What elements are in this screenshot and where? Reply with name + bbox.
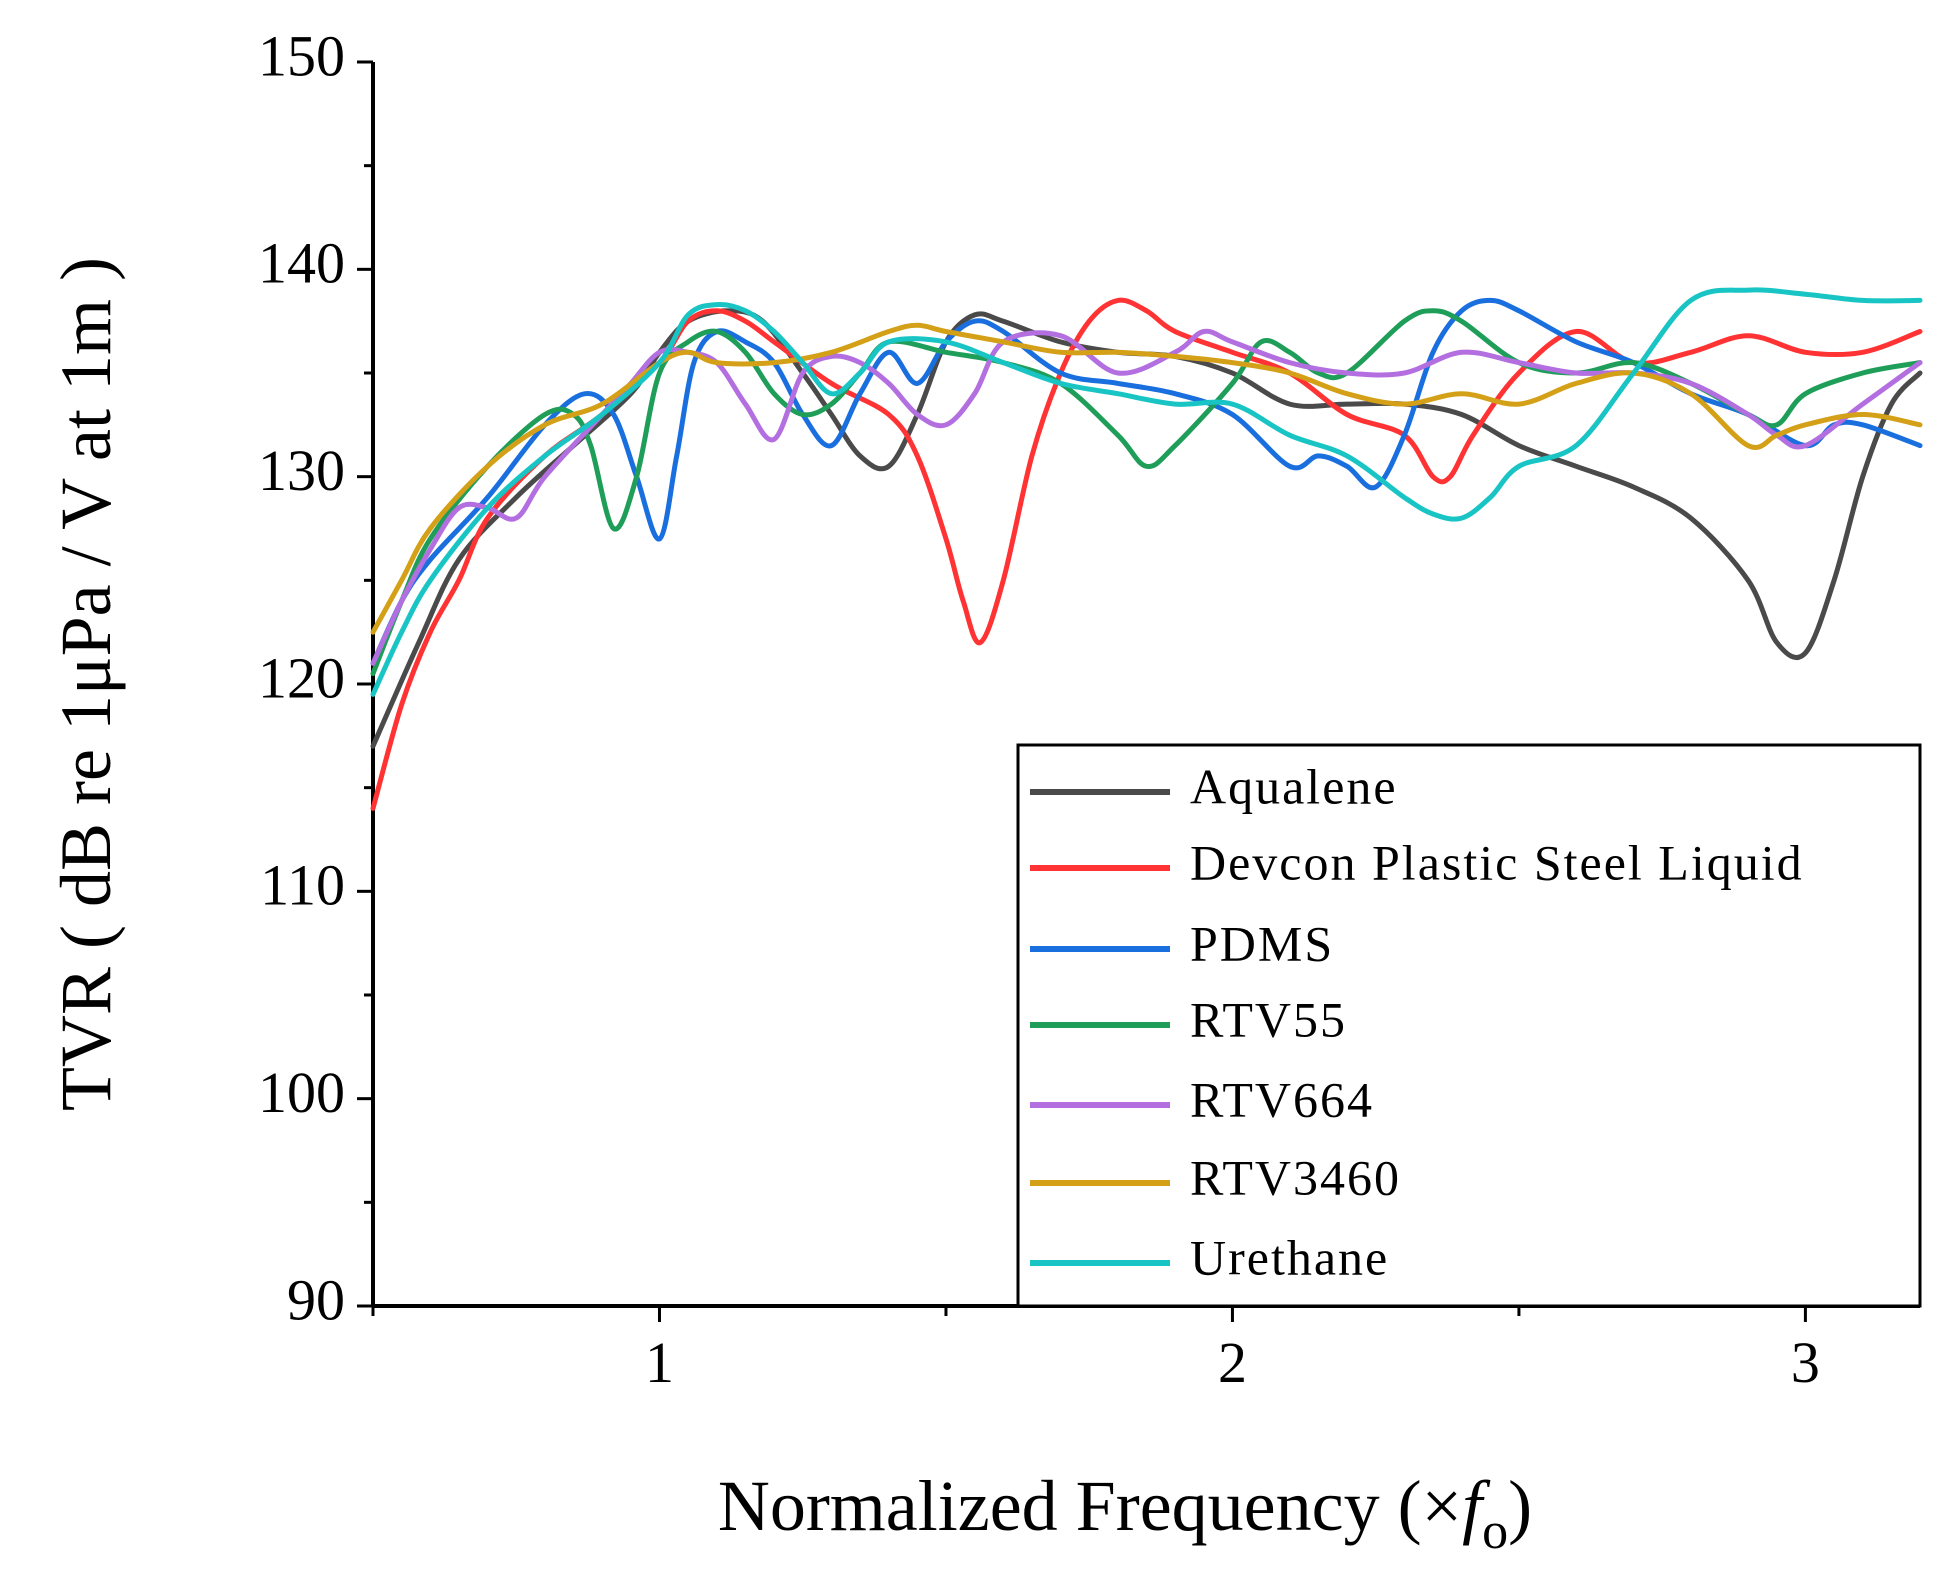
x-tick-label: 2 — [1218, 1330, 1247, 1395]
x-tick-labels: 1 2 3 — [645, 1330, 1820, 1395]
y-tick-label: 110 — [260, 853, 345, 918]
axis-ticks — [357, 60, 1807, 1322]
legend-label: RTV664 — [1190, 1071, 1374, 1127]
x-axis-title-close: ) — [1508, 1466, 1532, 1546]
y-tick-label: 140 — [258, 231, 345, 296]
x-axis-title-main: Normalized Frequency (× — [718, 1466, 1462, 1546]
legend-entry-rtv3460: RTV3460 — [1030, 1149, 1401, 1205]
legend-entry-rtv55: RTV55 — [1030, 991, 1347, 1047]
series-line-devcon-plastic-steel-liquid — [370, 297, 1923, 811]
y-tick-label: 100 — [258, 1060, 345, 1125]
legend-label: RTV55 — [1190, 991, 1347, 1047]
y-tick-label: 130 — [258, 438, 345, 503]
series-layer — [370, 287, 1923, 811]
legend: Aqualene Devcon Plastic Steel Liquid PDM… — [1016, 743, 1922, 1308]
y-tick-labels: 90 100 110 120 130 140 150 — [258, 23, 345, 1332]
y-tick-label: 90 — [287, 1267, 345, 1332]
x-axis-title-subscript: o — [1482, 1503, 1508, 1560]
legend-entry-aqualene: Aqualene — [1030, 758, 1398, 814]
y-axis-title: TVR ( dB re 1μPa / V at 1m ) — [46, 257, 126, 1111]
legend-label: Aqualene — [1190, 758, 1398, 814]
series-line-aqualene — [370, 308, 1923, 749]
legend-entry-devcon: Devcon Plastic Steel Liquid — [1030, 834, 1804, 890]
legend-entry-pdms: PDMS — [1030, 915, 1334, 971]
x-axis-title: Normalized Frequency (×fo) — [718, 1466, 1532, 1560]
legend-entry-urethane: Urethane — [1030, 1229, 1389, 1285]
legend-entry-rtv664: RTV664 — [1030, 1071, 1374, 1127]
legend-label: Urethane — [1190, 1229, 1389, 1285]
y-tick-label: 120 — [258, 645, 345, 710]
series-line-rtv3460 — [370, 322, 1923, 635]
legend-label: PDMS — [1190, 915, 1334, 971]
x-tick-label: 1 — [645, 1330, 674, 1395]
legend-label: RTV3460 — [1190, 1149, 1401, 1205]
series-line-pdms — [370, 297, 1923, 666]
legend-label: Devcon Plastic Steel Liquid — [1190, 834, 1804, 890]
y-tick-label: 150 — [258, 23, 345, 88]
series-line-urethane — [370, 287, 1923, 697]
x-tick-label: 3 — [1791, 1330, 1820, 1395]
